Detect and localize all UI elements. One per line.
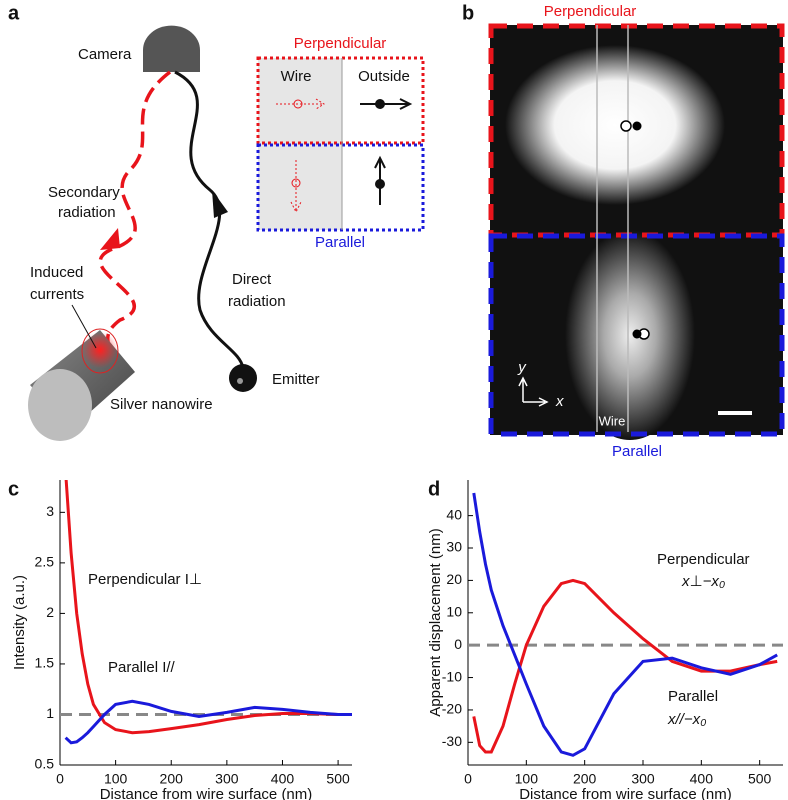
x-tick-label: 400	[690, 771, 714, 787]
marker	[632, 121, 642, 131]
arrow	[290, 160, 302, 214]
label: Silver nanowire	[110, 396, 213, 413]
marker	[620, 120, 632, 132]
dot	[375, 99, 385, 109]
panel-label: d	[428, 478, 440, 500]
series-line	[64, 699, 352, 745]
label: Perpendicular	[544, 3, 637, 20]
label: radiation	[228, 293, 286, 310]
label: Induced	[30, 264, 83, 281]
label: Parallel	[612, 443, 662, 460]
y-tick-label: -20	[442, 701, 462, 717]
label: Camera	[78, 46, 132, 63]
series-formula: x//−x₀	[667, 711, 706, 728]
arrowhead	[212, 190, 228, 218]
y-tick-label: 1.5	[35, 655, 55, 671]
y-tick-label: 3	[46, 503, 54, 519]
x-tick-label: 0	[56, 771, 64, 787]
y-tick-label: -10	[442, 668, 462, 684]
label: Secondary	[48, 184, 120, 201]
panel-label: a	[8, 2, 20, 24]
series-label: Perpendicular	[657, 551, 750, 568]
label: Emitter	[272, 371, 320, 388]
spot	[505, 45, 725, 205]
label: Wire	[599, 413, 626, 428]
y-tick-label: 1	[46, 705, 54, 721]
current-glow	[82, 332, 118, 368]
label: radiation	[58, 204, 116, 221]
border	[488, 233, 785, 437]
panel-label: b	[462, 2, 474, 24]
pointer	[71, 304, 97, 349]
current	[81, 328, 119, 374]
label: currents	[30, 286, 84, 303]
inset-box	[256, 143, 425, 232]
x-tick-label: 500	[326, 771, 350, 787]
y-tick-label: 2.5	[35, 554, 55, 570]
series-label: Parallel I//	[108, 659, 176, 676]
x-axis-label: Distance from wire surface (nm)	[100, 786, 313, 800]
y-tick-label: 0	[454, 636, 462, 652]
label: Wire	[281, 68, 312, 85]
y-tick-label: 20	[446, 571, 462, 587]
x-axis-label: Distance from wire surface (nm)	[519, 786, 732, 800]
x-tick-label: 500	[748, 771, 772, 787]
series-label: Parallel	[668, 688, 718, 705]
axes-glyph	[518, 376, 549, 407]
label: Perpendicular	[294, 35, 387, 52]
x-tick-label: 300	[631, 771, 655, 787]
border	[488, 23, 785, 238]
arrowhead	[100, 228, 120, 250]
spot	[565, 230, 695, 440]
label: Outside	[358, 68, 410, 85]
y-tick-label: 10	[446, 603, 462, 619]
panel-label: c	[8, 478, 19, 500]
x-tick-label: 400	[271, 771, 295, 787]
x-tick-label: 200	[573, 771, 597, 787]
emitter-highlight	[237, 378, 243, 384]
camera	[143, 25, 200, 72]
x-tick-label: 100	[515, 771, 539, 787]
series-formula: x⊥−x₀	[681, 573, 725, 590]
secondary-path	[98, 70, 172, 356]
series-line	[64, 480, 352, 735]
y-tick-label: 30	[446, 539, 462, 555]
dot	[375, 179, 385, 189]
x-tick-label: 200	[160, 771, 184, 787]
direct-path	[174, 70, 245, 369]
arrow	[276, 98, 325, 110]
label: Direct	[232, 271, 272, 288]
label: y	[517, 359, 527, 376]
x-tick-label: 300	[215, 771, 239, 787]
dot	[293, 99, 303, 109]
x-tick-label: 100	[104, 771, 128, 787]
label: Parallel	[315, 234, 365, 251]
series-line	[472, 578, 778, 754]
y-tick-label: 0.5	[35, 756, 55, 772]
series-label: Perpendicular I⊥	[88, 571, 202, 588]
x-tick-label: 0	[464, 771, 472, 787]
y-tick-label: 2	[46, 604, 54, 620]
y-axis-label: Intensity (a.u.)	[11, 575, 28, 670]
series-line	[472, 492, 778, 757]
marker	[632, 329, 642, 339]
nanowire-end	[28, 369, 92, 441]
y-tick-label: 40	[446, 506, 462, 522]
y-tick-label: -30	[442, 733, 462, 749]
label: x	[555, 393, 564, 410]
dot	[291, 178, 301, 188]
inset-box	[256, 56, 425, 145]
emitter	[229, 364, 257, 392]
y-axis-label: Apparent displacement (nm)	[427, 528, 444, 716]
